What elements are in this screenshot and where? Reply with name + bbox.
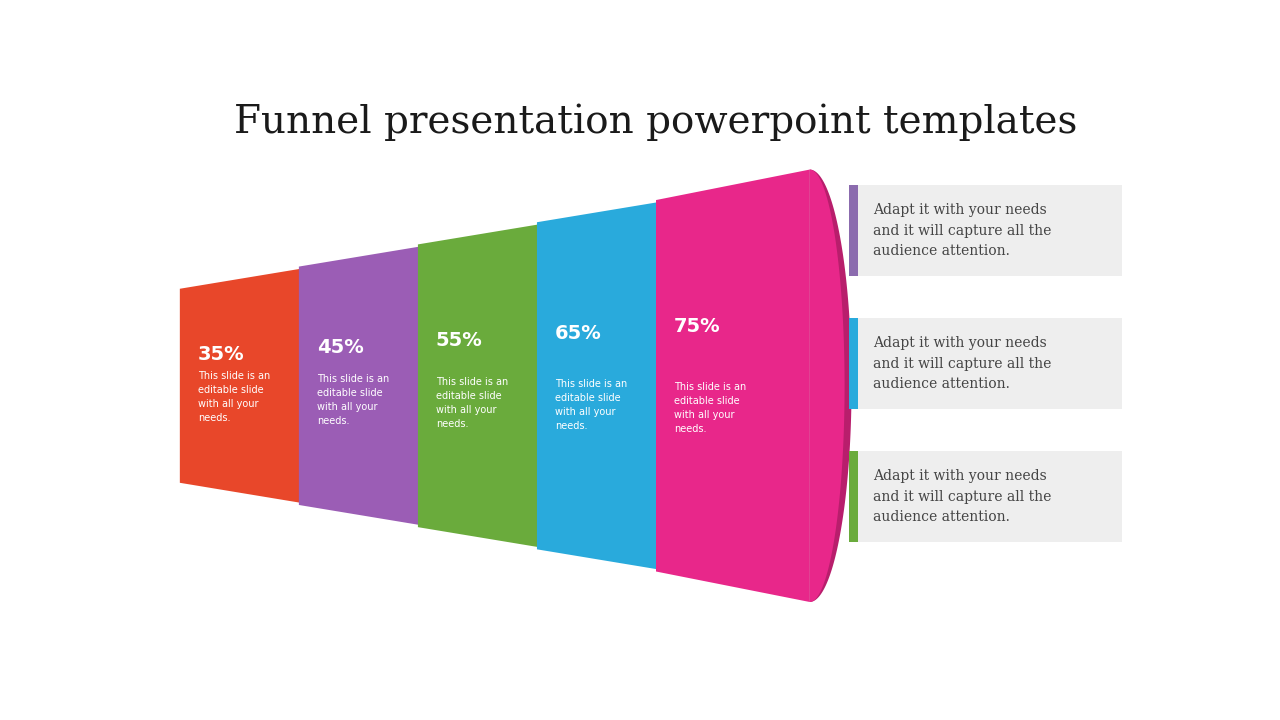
- Text: This slide is an
editable slide
with all your
needs.: This slide is an editable slide with all…: [316, 374, 389, 426]
- Text: 35%: 35%: [197, 345, 244, 364]
- Polygon shape: [417, 222, 552, 549]
- Text: This slide is an
editable slide
with all your
needs.: This slide is an editable slide with all…: [435, 377, 508, 428]
- Polygon shape: [810, 169, 851, 602]
- Polygon shape: [433, 244, 456, 527]
- Text: Funnel presentation powerpoint templates: Funnel presentation powerpoint templates: [234, 104, 1078, 141]
- FancyBboxPatch shape: [850, 451, 1123, 542]
- FancyBboxPatch shape: [850, 185, 1123, 276]
- Text: 75%: 75%: [673, 317, 721, 336]
- Text: Adapt it with your needs
and it will capture all the
audience attention.: Adapt it with your needs and it will cap…: [873, 469, 1052, 524]
- Text: This slide is an
editable slide
with all your
needs.: This slide is an editable slide with all…: [554, 379, 627, 431]
- Polygon shape: [552, 222, 579, 549]
- Polygon shape: [657, 169, 810, 602]
- FancyBboxPatch shape: [850, 318, 1123, 410]
- Text: This slide is an
editable slide
with all your
needs.: This slide is an editable slide with all…: [197, 372, 270, 423]
- Polygon shape: [314, 266, 337, 505]
- Polygon shape: [300, 244, 433, 527]
- FancyBboxPatch shape: [850, 185, 859, 276]
- Polygon shape: [433, 244, 460, 527]
- FancyBboxPatch shape: [850, 451, 859, 542]
- Text: 55%: 55%: [435, 331, 483, 350]
- Text: 45%: 45%: [316, 338, 364, 357]
- Polygon shape: [671, 200, 700, 572]
- Polygon shape: [538, 200, 671, 572]
- Polygon shape: [671, 200, 707, 572]
- Text: This slide is an
editable slide
with all your
needs.: This slide is an editable slide with all…: [673, 382, 746, 434]
- Text: Adapt it with your needs
and it will capture all the
audience attention.: Adapt it with your needs and it will cap…: [873, 203, 1052, 258]
- Text: 65%: 65%: [554, 324, 602, 343]
- Polygon shape: [314, 266, 333, 505]
- Text: Adapt it with your needs
and it will capture all the
audience attention.: Adapt it with your needs and it will cap…: [873, 336, 1052, 391]
- Polygon shape: [810, 169, 845, 602]
- FancyBboxPatch shape: [850, 318, 859, 410]
- Polygon shape: [552, 222, 584, 549]
- Polygon shape: [179, 266, 314, 505]
